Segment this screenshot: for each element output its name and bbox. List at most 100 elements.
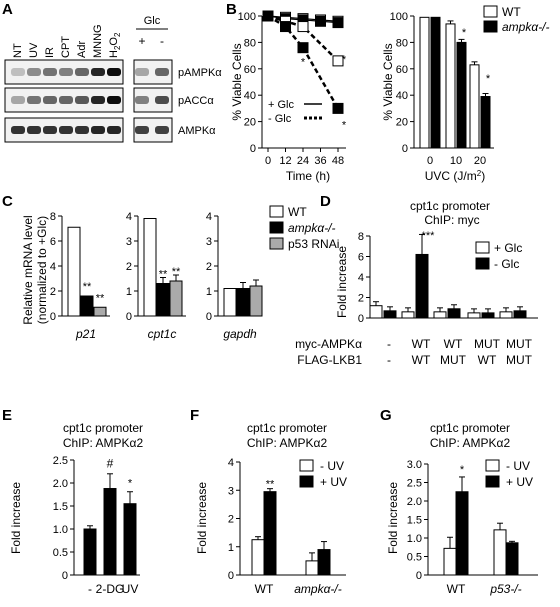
b-right-xtick-label: 20 [474, 155, 486, 167]
f-ytick-label: 3 [228, 485, 234, 497]
e-cat-label: - [88, 582, 92, 596]
c-p21-ytick-label: 0 [50, 311, 56, 323]
b-left-marker [297, 42, 309, 54]
b-right-sig: * [486, 73, 491, 85]
d-ytick-label: 6 [358, 252, 364, 264]
g-legend-swatch [485, 459, 500, 472]
d-title-1: cpt1c promoter [410, 199, 490, 213]
b-right-bar [430, 16, 441, 149]
lane-label-CPT: CPT [60, 36, 72, 58]
d-cat-row2: WT [478, 353, 497, 367]
b-left-ylabel: % Viable Cells [230, 43, 244, 120]
c-legend-swatch [269, 221, 284, 234]
blot-band [43, 96, 57, 104]
f-legend-label: - UV [320, 459, 344, 473]
d-cat-row1: WT [412, 337, 431, 351]
blot-band [11, 126, 25, 134]
d-cat-row1: - [387, 337, 391, 351]
b-right-bar [480, 96, 491, 149]
g-sig: * [460, 464, 465, 476]
lane-label-UV: UV [28, 42, 40, 58]
f-cat-label: ampkα-/- [294, 582, 342, 596]
lane-label-H2O2: H2O2 [108, 32, 122, 58]
d-legend-swatch [475, 241, 490, 254]
c-bar-cpt1c [143, 218, 157, 317]
b-left-ytick-label: 60 [244, 64, 256, 76]
e-sig-star: * [128, 477, 133, 489]
e-ytick-label: 0.5 [53, 547, 68, 559]
c-legend-swatch [269, 237, 284, 250]
f-ylabel: Fold increase [195, 482, 209, 554]
c-ylabel-1: Relative mRNA level [21, 215, 35, 324]
blot-band [59, 126, 73, 134]
d-ytick-label: 0 [358, 313, 364, 325]
f-bar [251, 539, 265, 576]
b-right-legend-wt-swatch [483, 5, 498, 18]
d-row-label-1: myc-AMPKα [295, 337, 362, 351]
g-title-1: cpt1c promoter [430, 421, 510, 435]
d-bar [383, 310, 397, 319]
c-cpt1c-ytick-label: 4 [126, 211, 132, 223]
d-legend-swatch [475, 257, 490, 270]
b-left-ytick-label: 100 [238, 11, 256, 23]
d-cat-row2: - [387, 353, 391, 367]
panel-letter-A: A [2, 1, 13, 18]
f-ytick-label: 4 [228, 457, 234, 469]
blot-label-2: AMPKα [178, 125, 216, 137]
f-legend-swatch [299, 459, 314, 472]
g-ytick-label: 0.5 [407, 552, 422, 564]
b-left-series-line [267, 14, 339, 62]
d-bar [433, 311, 447, 319]
b-right-bar [445, 23, 456, 149]
blot-band [91, 68, 105, 76]
c-ylabel-2: (normalized to +Glc) [35, 216, 49, 324]
g-legend-swatch [485, 475, 500, 488]
blot-band [91, 126, 105, 134]
c-sig: ** [83, 281, 92, 293]
c-gapdh-ytick-label: 4 [206, 211, 212, 223]
c-bar-p21 [67, 226, 81, 317]
g-bar [443, 547, 457, 576]
d-cat-row2: WT [412, 353, 431, 367]
e-ytick-label: 2.5 [53, 455, 68, 467]
panel-letter-F: F [190, 407, 199, 424]
b-right-bar [419, 16, 430, 149]
d-ytick-label: 2 [358, 293, 364, 305]
c-gene-label: cpt1c [148, 327, 177, 341]
c-legend-label: WT [288, 205, 307, 219]
c-bar-cpt1c [156, 283, 170, 317]
c-gapdh-ytick-label: 2 [206, 261, 212, 273]
b-left-ytick-label: 80 [244, 37, 256, 49]
c-legend-label: p53 RNAi [288, 237, 339, 251]
panel-letter-G: G [380, 407, 392, 424]
g-ytick-label: 3.0 [407, 459, 422, 471]
d-cat-row1: MUT [506, 337, 533, 351]
blot-band [155, 68, 169, 76]
blot-band [135, 126, 149, 134]
g-legend-label: - UV [506, 459, 530, 473]
g-bar [505, 542, 519, 576]
f-title-2: ChIP: AMPKα2 [247, 436, 328, 450]
b-right-sig: * [462, 27, 467, 39]
f-bar [317, 549, 331, 576]
d-cat-row2: MUT [506, 353, 533, 367]
c-p21-ytick-label: 4 [50, 261, 56, 273]
b-right-xlabel: UVC (J/m2) [425, 169, 485, 183]
b-right-legend-ko: ampkα-/- [502, 20, 550, 34]
panel-letter-E: E [2, 407, 12, 424]
b-right-ytick-label: 60 [396, 64, 408, 76]
blot-band [107, 126, 121, 134]
b-right-ytick-label: 40 [396, 90, 408, 102]
f-ytick-label: 0 [228, 570, 234, 582]
e-bar [103, 488, 117, 576]
blot-band [75, 126, 89, 134]
d-bar [369, 305, 383, 319]
d-bar [499, 311, 513, 319]
b-left-legend-glc-minus: - Glc [268, 113, 292, 125]
blot-band [107, 96, 121, 104]
g-ylabel: Fold increase [386, 482, 400, 554]
d-ylabel: Fold increase [335, 246, 349, 318]
c-cpt1c-ytick-label: 2 [126, 261, 132, 273]
b-left-marker [315, 15, 326, 27]
